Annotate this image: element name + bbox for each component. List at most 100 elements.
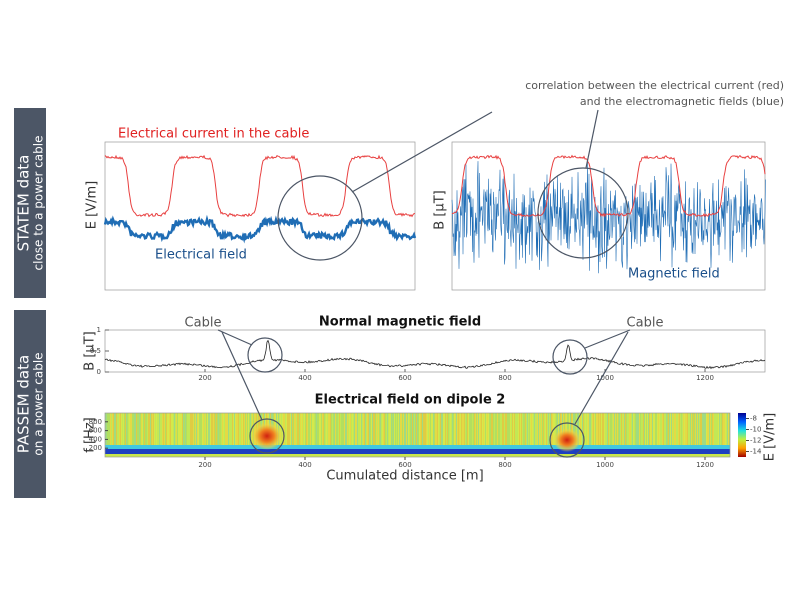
spectrogram-column (350, 413, 351, 449)
pointer-line (217, 329, 253, 346)
spectrogram-column (388, 413, 389, 449)
spectrogram-column (663, 413, 664, 449)
spectrogram-column (659, 413, 660, 449)
spectrogram-column (125, 413, 126, 449)
spectrogram-column (343, 413, 344, 449)
spectrogram-column (401, 413, 402, 449)
spectrogram-column (202, 413, 203, 449)
spectrogram-column (556, 413, 557, 449)
spectrogram-column (351, 413, 352, 449)
x-tick-label: 1000 (596, 461, 614, 469)
spectrogram-column (141, 413, 142, 449)
spectrogram-column (660, 413, 661, 449)
spectrogram-column (159, 413, 160, 449)
colorbar-tick-label: -10 (750, 426, 761, 434)
spectrogram-column (122, 413, 123, 449)
spectrogram-column (154, 413, 155, 449)
spectrogram-column (137, 413, 138, 449)
spectrogram-column (449, 413, 450, 449)
spectrogram-column (583, 413, 584, 449)
spectrogram-column (600, 413, 601, 449)
spectrogram-column (310, 413, 311, 449)
spectrogram-column (604, 413, 605, 449)
spectrogram-column (186, 413, 187, 449)
pointer-line (585, 109, 599, 169)
spectrogram-column (318, 413, 319, 449)
spectrogram-column (420, 413, 421, 449)
spectrogram-column (587, 413, 588, 449)
spectrogram-column (712, 413, 713, 449)
spectrogram-column (246, 413, 247, 449)
spectrogram-column (291, 413, 292, 449)
x-tick-label: 800 (498, 374, 511, 382)
spectrogram-column (445, 413, 446, 449)
spectrogram-column (297, 413, 298, 449)
spectrogram-column (492, 413, 493, 449)
spectrogram-column (582, 413, 583, 449)
y-tick-label: 200 (89, 444, 102, 452)
spectrogram-column (163, 413, 164, 449)
spectrogram-column (718, 413, 719, 449)
spectrogram-column (282, 413, 283, 449)
spectrogram-column (578, 413, 579, 449)
spectrogram-column (367, 413, 368, 449)
spectrogram-column (576, 413, 577, 449)
spectrogram-column (621, 413, 622, 449)
spectrogram-column (349, 413, 350, 449)
spectrogram-column (314, 413, 315, 449)
spectrogram-column (382, 413, 383, 449)
spectrogram-column (330, 413, 331, 449)
spectrogram-column (684, 413, 685, 449)
spectrogram-column (231, 413, 232, 449)
spectrogram-column (522, 413, 523, 449)
spectrogram-column (498, 413, 499, 449)
spectrogram-column (472, 413, 473, 449)
spectrogram-column (588, 413, 589, 449)
spectrogram-column (129, 413, 130, 449)
spectrogram-column (206, 413, 207, 449)
spectrogram-column (380, 413, 381, 449)
spectrogram-column (523, 413, 524, 449)
section-box (14, 310, 46, 498)
spectrogram-column (473, 413, 474, 449)
spectrogram-column (357, 413, 358, 449)
spectrogram-column (428, 413, 429, 449)
spectrogram-column (452, 413, 453, 449)
spectrogram-column (299, 413, 300, 449)
spectrogram-column (166, 413, 167, 449)
spectrogram-column (675, 413, 676, 449)
spectrogram-column (625, 413, 626, 449)
spectrogram-column (484, 413, 485, 449)
spectrogram-column (551, 413, 552, 449)
spectrogram-column (148, 413, 149, 449)
spectrogram-column (183, 413, 184, 449)
spectrogram-column (520, 413, 521, 449)
spectrogram-column (481, 413, 482, 449)
spectrogram-column (168, 413, 169, 449)
spectrogram-column (155, 413, 156, 449)
spectrogram-column (728, 413, 729, 449)
spectrogram-column (689, 413, 690, 449)
spectrogram-column (711, 413, 712, 449)
spectrogram-column (504, 413, 505, 449)
spectrogram-column (642, 413, 643, 449)
spectrogram-column (156, 413, 157, 449)
spectrogram-column (636, 413, 637, 449)
annotation: correlation between the electrical curre… (525, 79, 784, 92)
spectrogram-column (494, 413, 495, 449)
spectrogram-column (620, 413, 621, 449)
spectrogram-column (331, 413, 332, 449)
spectrogram-column (611, 413, 612, 449)
spectrogram-column (233, 413, 234, 449)
spectrogram-column (720, 413, 721, 449)
spectrogram-column (602, 413, 603, 449)
spectrogram-column (372, 413, 373, 449)
spectrogram-column (332, 413, 333, 449)
spectrogram-column (645, 413, 646, 449)
spectrogram-column (527, 413, 528, 449)
annotation-layer (217, 109, 631, 458)
spectrogram-column (638, 413, 639, 449)
spectrogram-column (143, 413, 144, 449)
spectrogram-column (404, 413, 405, 449)
spectrogram-column (408, 413, 409, 449)
